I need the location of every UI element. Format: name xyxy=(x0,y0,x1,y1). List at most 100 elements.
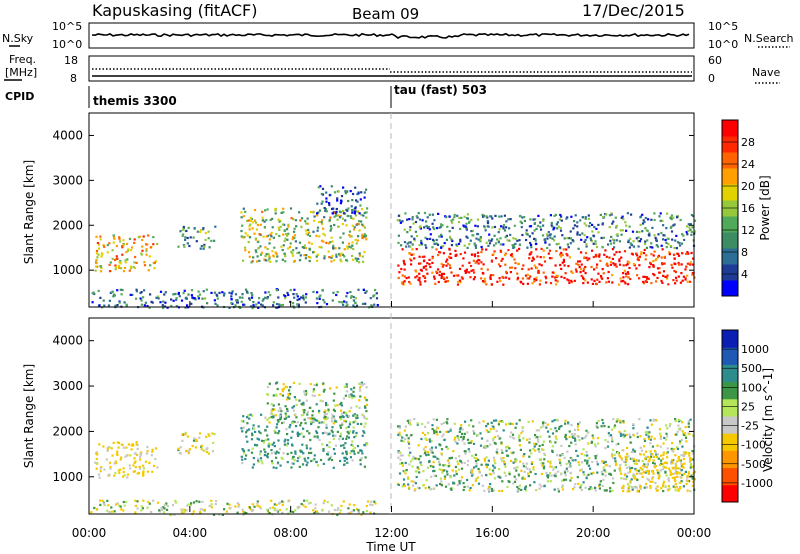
echo-cell xyxy=(350,205,353,208)
echo-cell xyxy=(611,440,614,443)
echo-cell xyxy=(456,483,459,486)
echo-cell xyxy=(496,448,499,451)
echo-cell xyxy=(272,236,275,239)
echo-cell xyxy=(505,226,508,229)
echo-cell xyxy=(649,450,652,453)
echo-cell xyxy=(135,261,138,264)
echo-cell xyxy=(321,508,324,511)
echo-cell xyxy=(156,466,159,469)
echo-cell xyxy=(162,506,165,509)
echo-cell xyxy=(252,304,255,307)
echo-cell xyxy=(669,469,672,472)
echo-cell xyxy=(408,257,412,261)
echo-cell xyxy=(160,508,164,511)
echo-cell xyxy=(570,441,573,444)
echo-cell xyxy=(339,432,342,435)
echo-cell xyxy=(295,398,298,401)
echo-cell xyxy=(355,259,359,262)
echo-cell xyxy=(348,230,352,233)
echo-cell xyxy=(408,447,411,450)
echo-cell xyxy=(230,292,233,295)
echo-cell xyxy=(474,246,477,249)
echo-cell xyxy=(125,446,128,449)
echo-cell xyxy=(543,452,546,455)
echo-cell xyxy=(325,210,328,213)
power-echo-cells xyxy=(91,185,697,310)
echo-cell xyxy=(312,251,315,254)
echo-cell xyxy=(579,486,582,489)
echo-cell xyxy=(320,221,323,224)
echo-cell xyxy=(310,459,313,463)
echo-cell xyxy=(582,481,585,484)
echo-cell xyxy=(404,437,407,441)
echo-cell xyxy=(568,465,571,468)
echo-cell xyxy=(418,487,421,490)
echo-cell xyxy=(283,294,286,297)
echo-cell xyxy=(432,238,435,241)
echo-cell xyxy=(600,276,603,279)
echo-cell xyxy=(450,244,453,247)
echo-cell xyxy=(404,212,407,215)
echo-cell xyxy=(502,457,505,460)
echo-cell xyxy=(242,259,245,262)
echo-cell xyxy=(671,476,674,479)
echo-cell xyxy=(436,271,439,275)
echo-cell xyxy=(426,466,430,469)
echo-cell xyxy=(630,478,633,481)
echo-cell xyxy=(511,422,514,426)
echo-cell xyxy=(189,503,193,506)
echo-cell xyxy=(275,426,278,429)
echo-cell xyxy=(493,466,496,469)
echo-cell xyxy=(342,397,346,400)
echo-cell xyxy=(157,295,160,298)
echo-cell xyxy=(528,277,531,280)
echo-cell xyxy=(284,438,287,441)
echo-cell xyxy=(588,257,591,260)
echo-cell xyxy=(313,435,316,438)
echo-cell xyxy=(131,443,134,446)
echo-cell xyxy=(474,261,477,264)
echo-cell xyxy=(285,444,288,447)
echo-cell xyxy=(360,513,363,516)
echo-cell xyxy=(579,469,582,472)
echo-cell xyxy=(545,281,548,284)
echo-cell xyxy=(282,207,285,210)
echo-cell xyxy=(308,406,311,409)
echo-cell xyxy=(464,269,467,272)
echo-cell xyxy=(569,462,572,465)
echo-cell xyxy=(236,511,239,514)
echo-cell xyxy=(300,414,303,417)
echo-cell xyxy=(186,435,190,438)
echo-cell xyxy=(273,509,276,512)
echo-cell xyxy=(162,300,165,303)
echo-cell xyxy=(439,477,442,480)
echo-cell xyxy=(653,437,656,440)
echo-cell xyxy=(245,431,248,434)
echo-cell xyxy=(679,427,682,430)
echo-cell xyxy=(293,396,296,399)
echo-cell xyxy=(613,242,616,245)
echo-cell xyxy=(609,260,613,264)
echo-cell xyxy=(565,463,568,466)
echo-cell xyxy=(667,489,670,492)
echo-cell xyxy=(652,472,655,475)
echo-cell xyxy=(646,433,650,436)
echo-cell xyxy=(133,266,136,270)
echo-cell xyxy=(580,238,583,241)
echo-cell xyxy=(354,207,357,210)
echo-cell xyxy=(541,234,545,237)
echo-cell xyxy=(604,470,607,473)
echo-cell xyxy=(197,290,200,293)
echo-cell xyxy=(292,510,295,513)
echo-cell xyxy=(419,461,422,464)
echo-cell xyxy=(241,462,244,465)
echo-cell xyxy=(95,249,99,253)
echo-cell xyxy=(133,470,136,473)
echo-cell xyxy=(627,283,630,286)
echo-cell xyxy=(281,388,284,391)
echo-cell xyxy=(471,234,474,237)
echo-cell xyxy=(660,231,663,235)
echo-cell xyxy=(481,280,485,283)
echo-cell xyxy=(152,236,155,239)
echo-cell xyxy=(329,216,332,219)
